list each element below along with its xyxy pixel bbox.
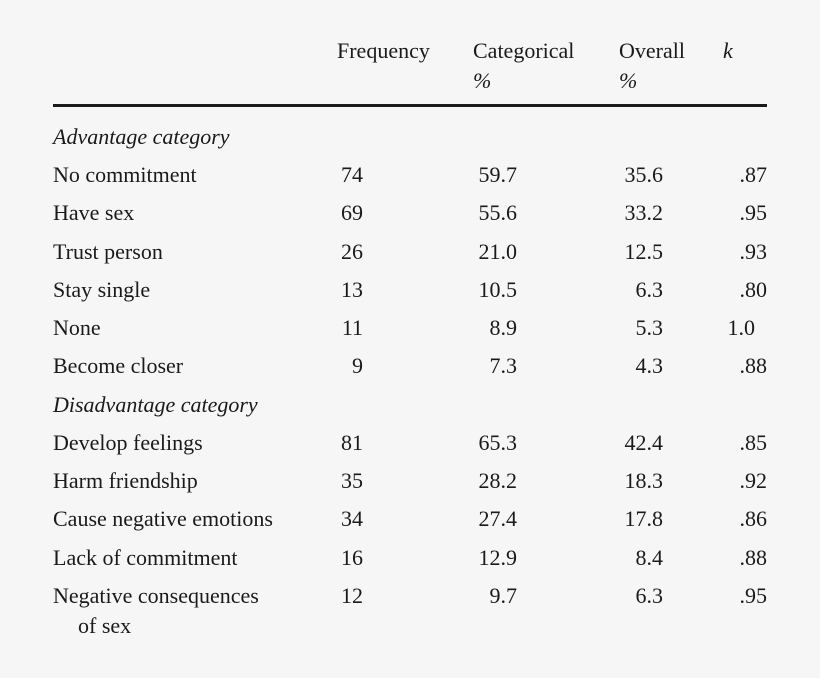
row-frequency: 35: [341, 468, 363, 493]
row-frequency: 26: [341, 239, 363, 264]
row-kappa: .80: [739, 277, 768, 302]
row-categorical: 12.9: [478, 545, 518, 570]
row-frequency: 9: [352, 353, 363, 378]
row-categorical: 10.5: [478, 277, 518, 302]
row-kappa: .86: [739, 506, 768, 531]
row-frequency: 74: [341, 162, 363, 187]
row-categorical: 21.0: [478, 239, 518, 264]
row-kappa: .85: [739, 430, 768, 455]
row-categorical: 28.2: [478, 468, 518, 493]
section-title-disadvantage: Disadvantage category: [53, 392, 258, 417]
row-overall: 5.3: [635, 315, 664, 340]
row-categorical: 27.4: [478, 506, 518, 531]
header-rule: [53, 104, 767, 107]
row-overall: 17.8: [624, 506, 664, 531]
row-frequency: 34: [341, 506, 363, 531]
row-categorical: 65.3: [478, 430, 518, 455]
row-frequency: 69: [341, 200, 363, 225]
row-overall: 18.3: [624, 468, 664, 493]
row-overall: 12.5: [624, 239, 664, 264]
header-overall-unit: %: [619, 68, 638, 93]
row-label: Lack of commitment: [53, 545, 238, 570]
row-frequency: 81: [341, 430, 363, 455]
row-label: Stay single: [53, 277, 151, 302]
row-overall: 8.4: [635, 545, 664, 570]
row-label: No commitment: [53, 162, 197, 187]
row-label: Become closer: [53, 353, 184, 378]
row-overall: 42.4: [624, 430, 664, 455]
row-categorical: 55.6: [478, 200, 518, 225]
row-frequency: 12: [341, 583, 363, 608]
header-categorical-unit: %: [473, 68, 492, 93]
row-categorical: 59.7: [478, 162, 518, 187]
row-kappa: .87: [739, 162, 768, 187]
row-kappa: .95: [739, 200, 768, 225]
header-overall: Overall: [619, 38, 685, 63]
row-label: Harm friendship: [53, 468, 198, 493]
header-kappa: k: [723, 38, 733, 63]
row-frequency: 16: [341, 545, 363, 570]
header-frequency: Frequency: [337, 38, 430, 63]
row-categorical: 8.9: [489, 315, 518, 340]
header-categorical: Categorical: [473, 38, 575, 63]
row-label: Cause negative emotions: [53, 506, 273, 531]
row-label: Develop feelings: [53, 430, 203, 455]
row-kappa: .88: [739, 353, 768, 378]
row-overall: 4.3: [635, 353, 664, 378]
row-kappa: .88: [739, 545, 768, 570]
row-categorical: 9.7: [489, 583, 518, 608]
row-label: Negative consequences: [53, 583, 259, 608]
row-kappa: .95: [739, 583, 768, 608]
row-frequency: 13: [341, 277, 363, 302]
section-title-advantage: Advantage category: [53, 124, 230, 149]
row-frequency: 11: [341, 315, 363, 340]
row-kappa: 1.0: [727, 315, 756, 340]
row-label: Trust person: [53, 239, 163, 264]
row-overall: 6.3: [635, 277, 664, 302]
row-overall: 6.3: [635, 583, 664, 608]
row-overall: 35.6: [624, 162, 664, 187]
row-label: Have sex: [53, 200, 135, 225]
row-kappa: .93: [739, 239, 768, 264]
row-label-continuation: of sex: [78, 613, 132, 638]
row-label: None: [53, 315, 101, 340]
row-kappa: .92: [739, 468, 768, 493]
row-categorical: 7.3: [489, 353, 518, 378]
row-overall: 33.2: [624, 200, 664, 225]
